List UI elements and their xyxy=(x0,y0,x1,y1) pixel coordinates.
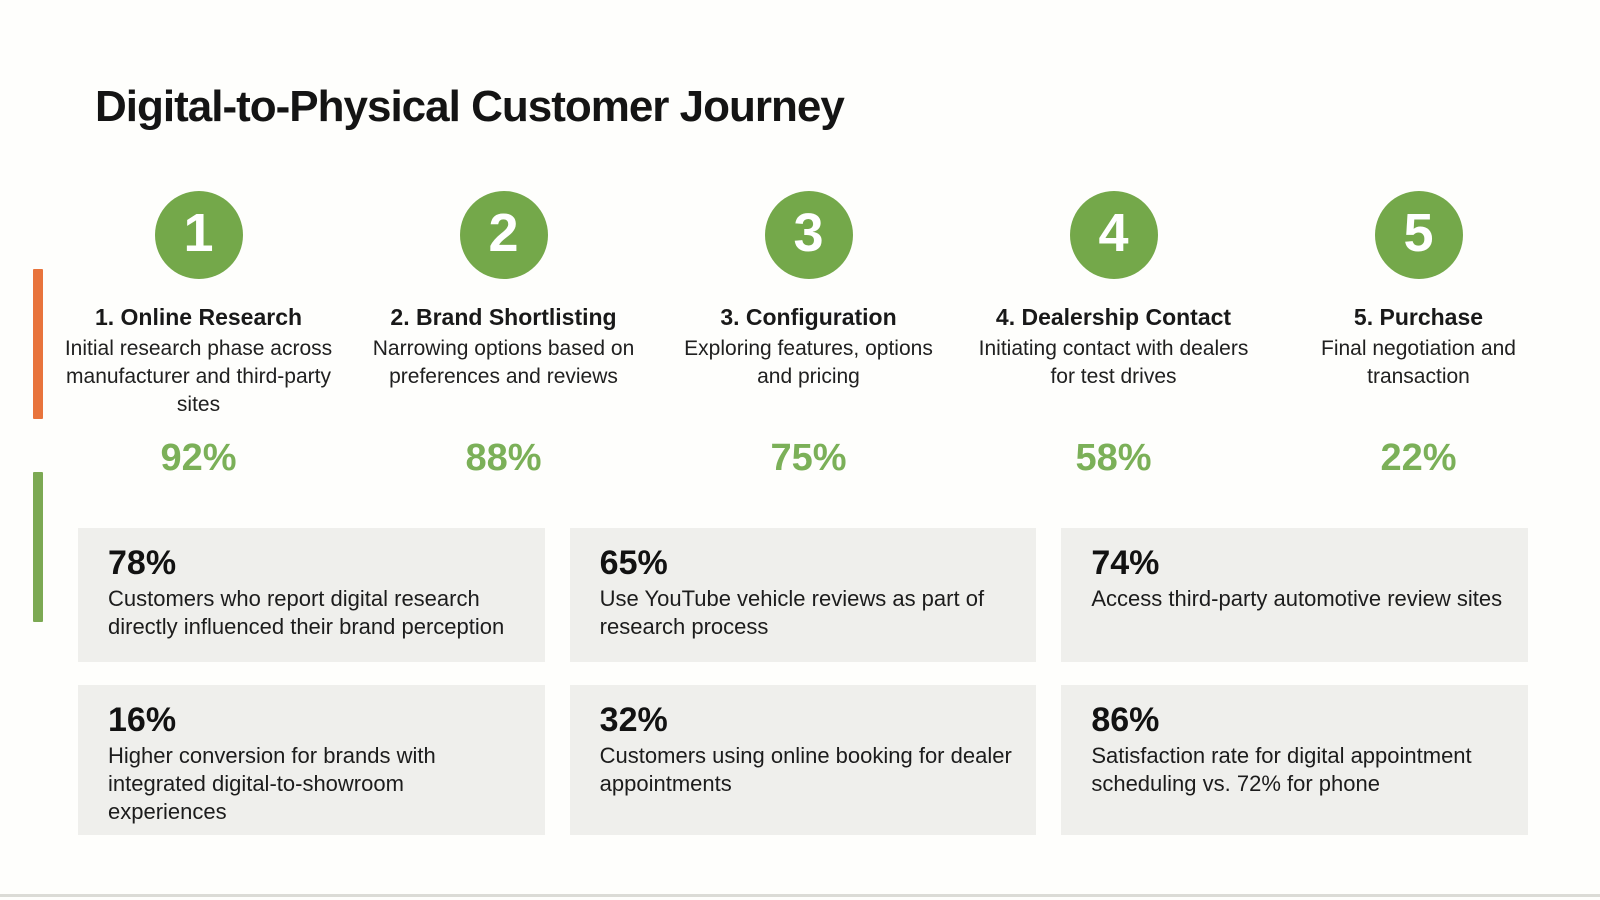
stat-cards: 78% Customers who report digital researc… xyxy=(78,528,1528,835)
step-number: 5 xyxy=(1403,203,1434,263)
step-percentage: 58% xyxy=(1075,436,1152,479)
step-description: Initial research phase across manufactur… xyxy=(64,337,333,416)
stat-percentage: 16% xyxy=(108,701,177,739)
stat-card-higher-conversion: 16% Higher conversion for brands with in… xyxy=(78,685,545,835)
stat-percentage: 86% xyxy=(1091,701,1160,739)
stat-card-youtube-reviews: 65% Use YouTube vehicle reviews as part … xyxy=(569,528,1037,662)
step-percentage: 75% xyxy=(770,436,847,479)
step-number: 1 xyxy=(183,203,214,263)
stat-percentage: 32% xyxy=(599,701,668,739)
step-number: 2 xyxy=(488,203,519,263)
step-title: 1. Online Research xyxy=(94,304,303,330)
stat-percentage: 65% xyxy=(599,544,668,582)
bottom-divider xyxy=(0,894,1600,897)
step-2-number-badge: 2 xyxy=(459,191,548,279)
stat-description: Satisfaction rate for digital appointmen… xyxy=(1091,742,1472,796)
stat-card-online-booking: 32% Customers using online booking for d… xyxy=(569,685,1037,835)
step-number: 3 xyxy=(793,203,824,263)
step-4-number-badge: 4 xyxy=(1069,191,1158,279)
step-title: 3. Configuration xyxy=(720,304,897,330)
page-title: Digital-to-Physical Customer Journey xyxy=(95,82,845,131)
step-percentage: 22% xyxy=(1380,436,1457,479)
step-description: Final negotiation and transaction xyxy=(1321,337,1516,388)
step-title: 2. Brand Shortlisting xyxy=(390,304,617,330)
stat-description: Use YouTube vehicle reviews as part of r… xyxy=(599,585,985,639)
stat-card-digital-scheduling-satisfaction: 86% Satisfaction rate for digital appoin… xyxy=(1061,685,1528,835)
step-percentage: 92% xyxy=(160,436,237,479)
step-1-number-badge: 1 xyxy=(154,191,243,279)
stat-description: Customers who report digital research di… xyxy=(108,585,505,639)
journey-steps: 1 1. Online Research Initial research ph… xyxy=(46,191,1571,485)
stat-card-third-party-sites: 74% Access third-party automotive review… xyxy=(1061,528,1528,662)
journey-step-5: 5 5. Purchase Final negotiation and tran… xyxy=(1266,191,1571,485)
step-title: 5. Purchase xyxy=(1353,304,1484,330)
left-accent-bar-green xyxy=(33,472,43,622)
stat-description: Access third-party automotive review sit… xyxy=(1091,585,1503,611)
step-description: Initiating contact with dealers for test… xyxy=(978,337,1249,388)
step-number: 4 xyxy=(1098,203,1129,263)
stat-card-digital-research-influence: 78% Customers who report digital researc… xyxy=(78,528,545,662)
stat-description: Higher conversion for brands with integr… xyxy=(108,742,436,824)
step-description: Narrowing options based on preferences a… xyxy=(372,337,635,388)
left-accent-bar-orange xyxy=(33,269,43,419)
journey-step-3: 3 3. Configuration Exploring features, o… xyxy=(656,191,961,485)
step-percentage: 88% xyxy=(465,436,542,479)
journey-step-4: 4 4. Dealership Contact Initiating conta… xyxy=(961,191,1266,485)
journey-step-1: 1 1. Online Research Initial research ph… xyxy=(46,191,351,485)
stat-percentage: 74% xyxy=(1091,544,1160,582)
step-title: 4. Dealership Contact xyxy=(995,304,1232,330)
step-5-number-badge: 5 xyxy=(1374,191,1463,279)
step-description: Exploring features, options and pricing xyxy=(684,337,933,388)
journey-step-2: 2 2. Brand Shortlisting Narrowing option… xyxy=(351,191,656,485)
stat-percentage: 78% xyxy=(108,544,177,582)
step-3-number-badge: 3 xyxy=(764,191,853,279)
stat-description: Customers using online booking for deale… xyxy=(599,742,1012,796)
